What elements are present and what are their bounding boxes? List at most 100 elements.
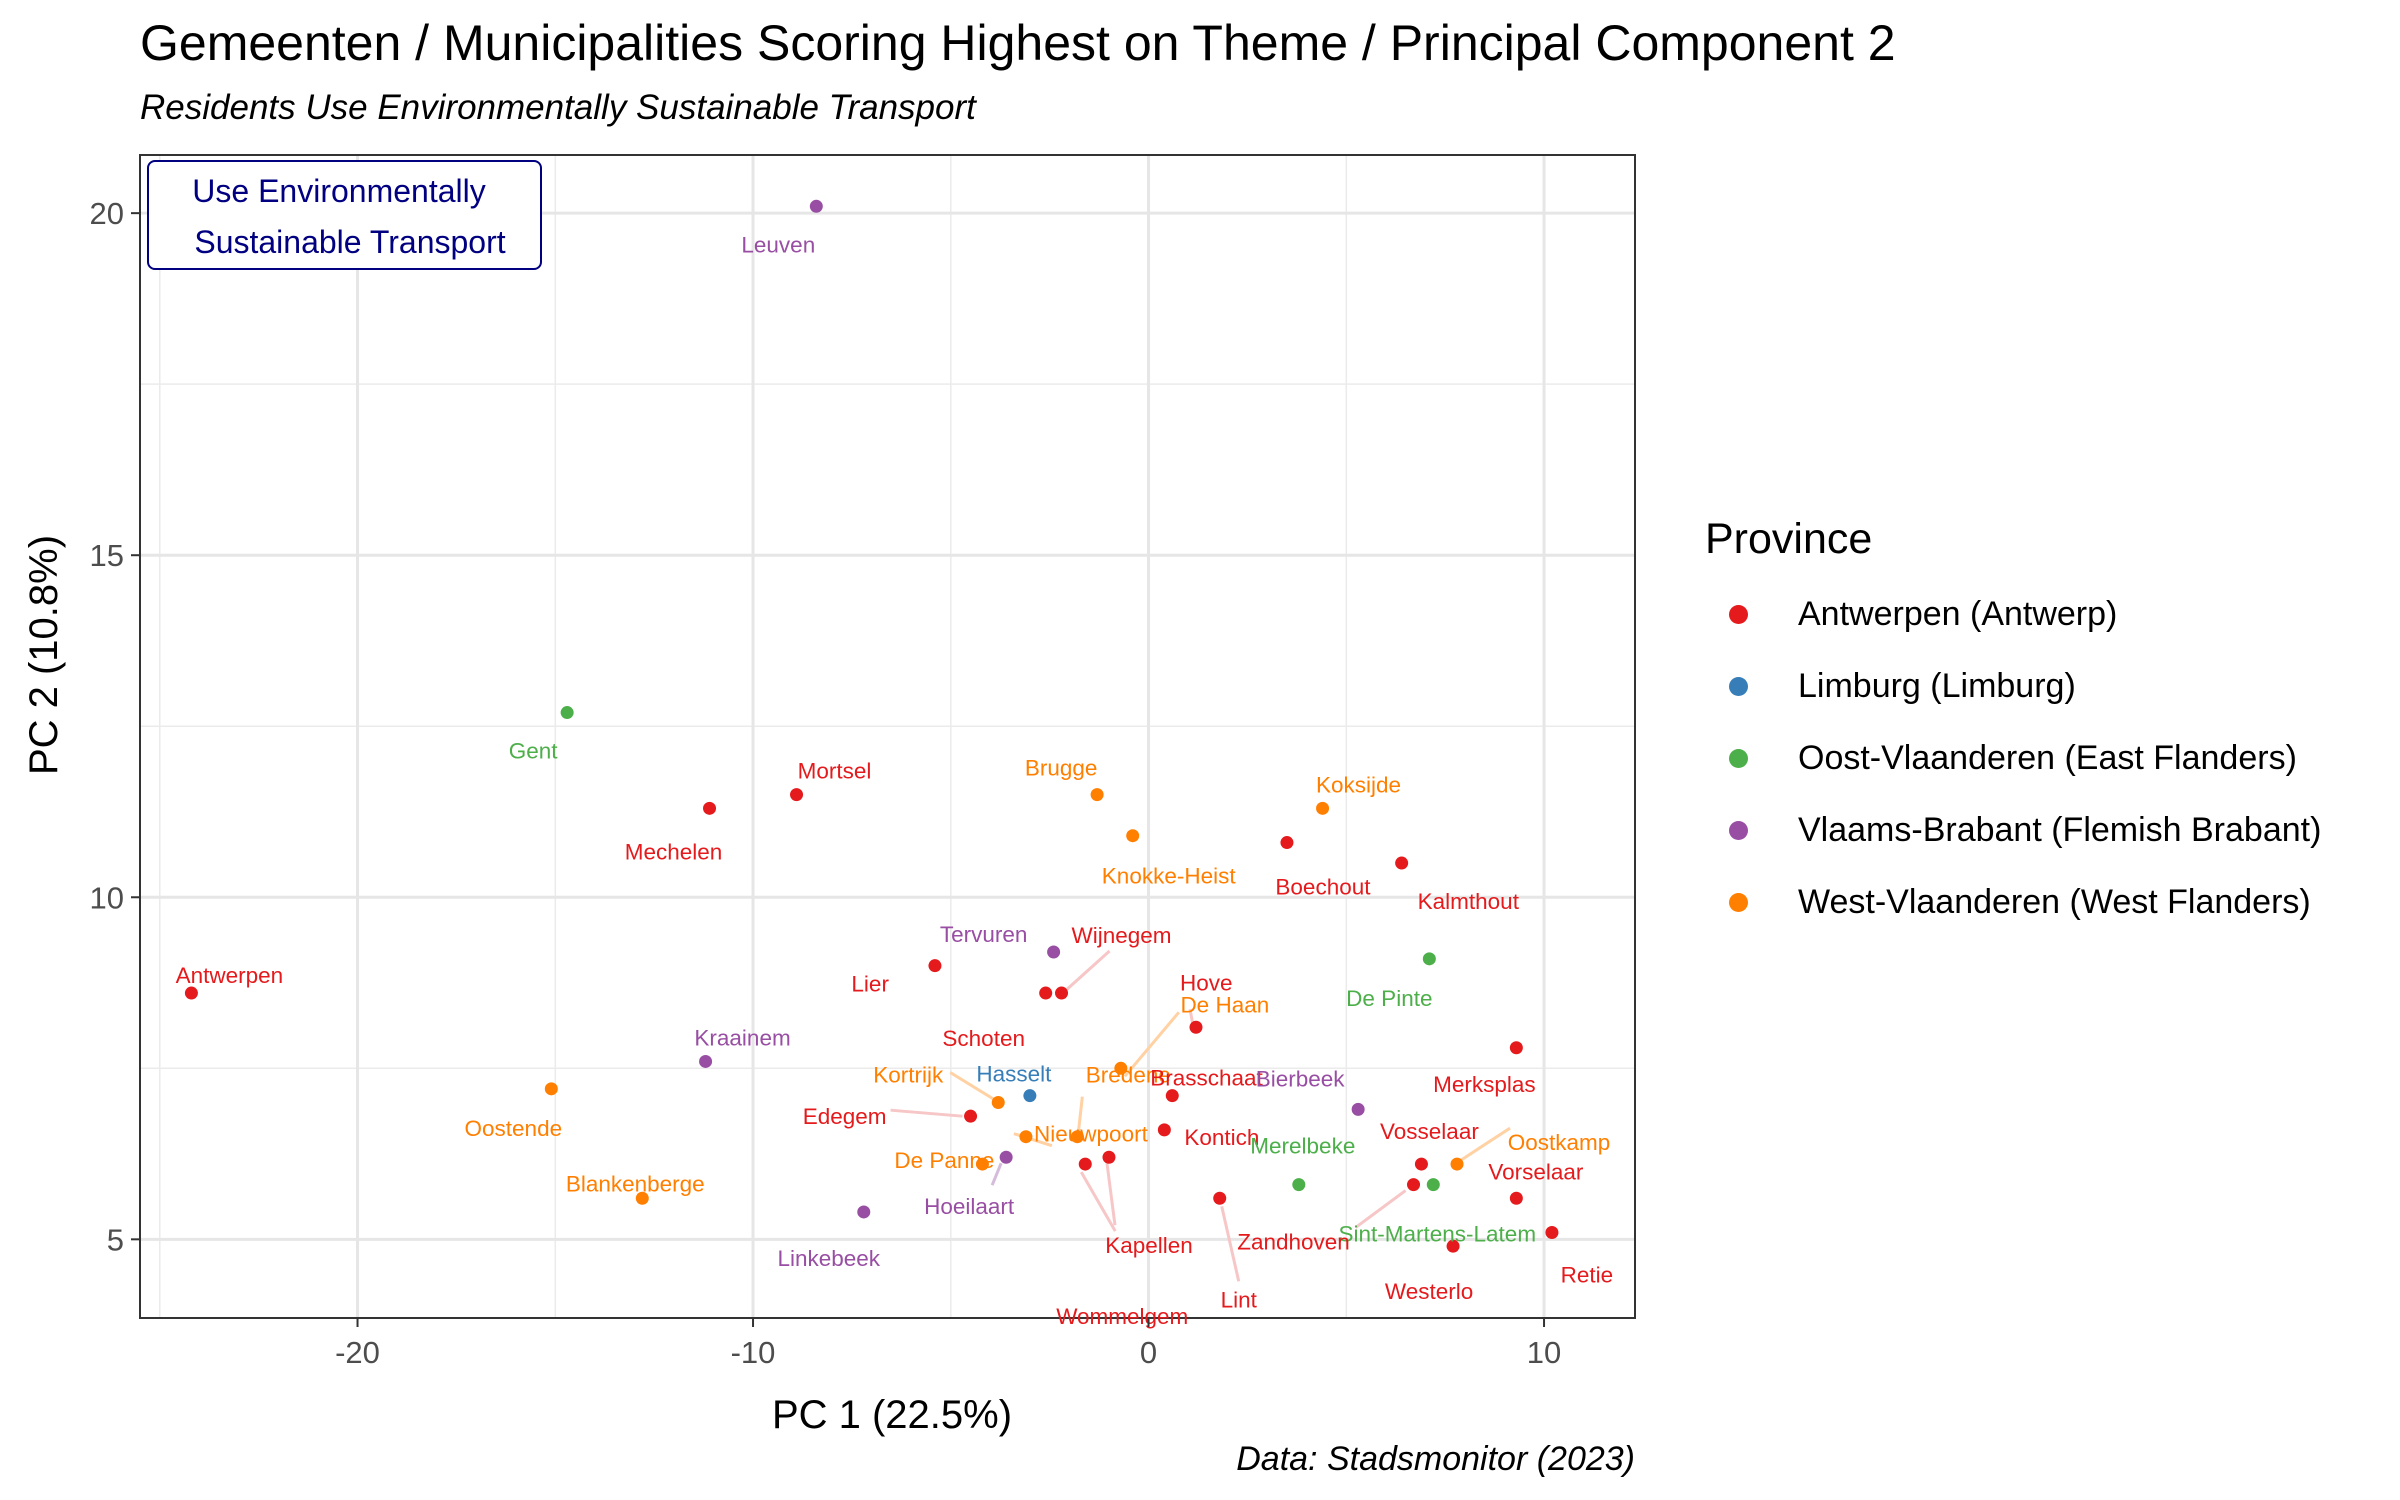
x-axis-title: PC 1 (22.5%) — [772, 1393, 1012, 1437]
data-points — [184, 199, 1559, 1253]
legend-item-west-vlaanderen: West-Vlaanderen (West Flanders) — [1705, 866, 2321, 938]
point-label: Koksijde — [1316, 772, 1401, 797]
x-tick-label: 10 — [1527, 1335, 1561, 1370]
chart-caption: Data: Stadsmonitor (2023) — [1236, 1440, 1635, 1478]
point-label: Kalmthout — [1418, 889, 1520, 914]
data-point — [184, 986, 198, 1000]
point-label: Brasschaat — [1150, 1066, 1263, 1091]
point-label: Hoeilaart — [924, 1194, 1015, 1219]
data-point — [1055, 986, 1069, 1000]
y-tick-label: 5 — [107, 1222, 124, 1257]
point-label: Gent — [509, 739, 559, 764]
point-label: Leuven — [741, 232, 815, 257]
data-point — [1078, 1157, 1092, 1171]
data-point — [1019, 1130, 1033, 1144]
point-label: De Panne — [894, 1148, 994, 1173]
legend-label: Antwerpen (Antwerp) — [1798, 594, 2118, 633]
point-label: Oostende — [465, 1116, 563, 1141]
legend-swatch — [1729, 820, 1748, 840]
point-label: Sint-Martens-Latem — [1339, 1222, 1537, 1247]
point-label: Wijnegem — [1072, 923, 1172, 948]
legend-swatch — [1729, 604, 1748, 624]
legend-title: Province — [1705, 515, 1873, 563]
legend-label: Limburg (Limburg) — [1798, 666, 2076, 705]
point-label: De Haan — [1180, 992, 1269, 1017]
label-connector — [990, 1162, 1003, 1186]
legend: Province Antwerpen (Antwerp) Limburg (Li… — [1705, 515, 2321, 938]
point-label: Kontich — [1184, 1125, 1259, 1150]
point-label: Westerlo — [1385, 1279, 1473, 1304]
label-connector — [1105, 1163, 1117, 1226]
label-connector — [1058, 949, 1111, 998]
data-point — [809, 199, 823, 213]
x-tick-label: -10 — [731, 1335, 776, 1370]
point-label: Schoten — [942, 1026, 1025, 1051]
data-point — [635, 1191, 649, 1205]
point-label: Retie — [1561, 1262, 1614, 1287]
data-point — [1165, 1089, 1179, 1103]
point-label: Vosselaar — [1380, 1119, 1479, 1144]
data-point — [1316, 801, 1330, 815]
legend-swatch — [1729, 892, 1748, 912]
x-axis-ticks: -20 -10 0 10 — [335, 1318, 1561, 1370]
label-connectors — [890, 949, 1511, 1282]
data-point — [1292, 1178, 1306, 1192]
y-axis-ticks: 5 10 15 20 — [90, 196, 140, 1257]
data-point — [790, 788, 804, 802]
data-point — [1509, 1191, 1523, 1205]
chart-title: Gemeenten / Municipalities Scoring Highe… — [140, 15, 1896, 71]
y-tick-label: 20 — [90, 196, 124, 231]
legend-item-vlaams-brabant: Vlaams-Brabant (Flemish Brabant) — [1705, 794, 2321, 866]
point-label: De Pinte — [1346, 986, 1432, 1011]
data-point — [1545, 1225, 1559, 1239]
y-tick-label: 15 — [90, 538, 124, 573]
data-point — [1047, 945, 1061, 959]
data-point — [1039, 986, 1053, 1000]
point-label: Zandhoven — [1237, 1230, 1350, 1255]
data-point — [1509, 1041, 1523, 1055]
data-point — [999, 1150, 1013, 1164]
data-point — [1023, 1089, 1037, 1103]
point-label: Hove — [1180, 970, 1233, 995]
point-label: Bierbeek — [1256, 1066, 1346, 1091]
data-point — [1414, 1157, 1428, 1171]
label-connector — [1123, 1011, 1180, 1078]
data-point — [699, 1054, 713, 1068]
point-label: Brugge — [1025, 756, 1098, 781]
data-point — [857, 1205, 871, 1219]
point-label: Lint — [1221, 1287, 1258, 1312]
x-tick-label: 0 — [1140, 1335, 1157, 1370]
data-point — [703, 801, 717, 815]
point-label: Knokke-Heist — [1102, 864, 1237, 889]
point-label: Antwerpen — [176, 963, 284, 988]
x-tick-label: -20 — [335, 1335, 380, 1370]
legend-item-oost-vlaanderen: Oost-Vlaanderen (East Flanders) — [1705, 722, 2321, 794]
label-connector — [1460, 1126, 1511, 1162]
point-label: Nieuwpoort — [1034, 1122, 1149, 1147]
data-point — [1090, 788, 1104, 802]
data-point — [1422, 952, 1436, 966]
point-label: Kraainem — [694, 1025, 790, 1050]
label-connector — [1079, 1171, 1117, 1232]
data-point — [1351, 1102, 1365, 1116]
data-point — [975, 1157, 989, 1171]
data-point — [1070, 1130, 1084, 1144]
legend-item-limburg: Limburg (Limburg) — [1705, 650, 2321, 722]
data-point — [560, 706, 574, 720]
data-point — [1126, 829, 1140, 843]
data-point — [1102, 1150, 1116, 1164]
annotation-line-2: Sustainable Transport — [194, 224, 505, 260]
label-connector — [949, 1071, 996, 1101]
point-label: Kapellen — [1105, 1233, 1193, 1258]
point-label: Mechelen — [625, 839, 723, 864]
point-label: Edegem — [803, 1104, 887, 1129]
data-point — [1450, 1157, 1464, 1171]
legend-swatch — [1729, 748, 1748, 768]
point-labels: Leuven Gent Mortsel Mechelen Brugge Knokke-He… — [176, 232, 1614, 1329]
data-point — [1280, 836, 1294, 850]
point-label: Mortsel — [798, 759, 872, 784]
annotation-line-1: Use Environmentally — [192, 173, 485, 209]
point-label: Bredene — [1086, 1063, 1171, 1088]
data-point — [964, 1109, 978, 1123]
